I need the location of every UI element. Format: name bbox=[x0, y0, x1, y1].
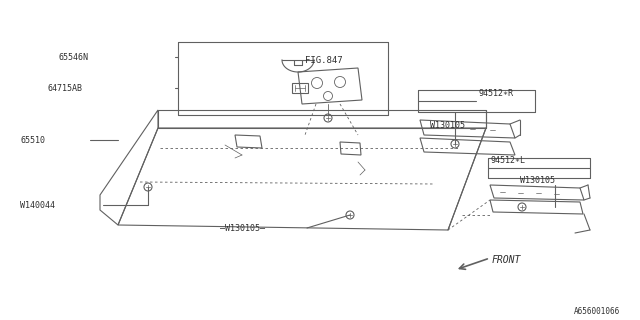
Text: 64715AB: 64715AB bbox=[47, 84, 82, 92]
Text: —W130105—: —W130105— bbox=[220, 223, 265, 233]
Text: 94512∗R: 94512∗R bbox=[478, 89, 513, 98]
Text: A656001066: A656001066 bbox=[573, 308, 620, 316]
Text: FIG.847: FIG.847 bbox=[305, 55, 342, 65]
Text: W140044: W140044 bbox=[20, 201, 55, 210]
Text: W130105: W130105 bbox=[520, 175, 555, 185]
Text: 65546N: 65546N bbox=[58, 52, 88, 61]
Text: 65510: 65510 bbox=[20, 135, 45, 145]
Text: 94512∗L: 94512∗L bbox=[490, 156, 525, 164]
Text: W130105: W130105 bbox=[430, 121, 465, 130]
Text: FRONT: FRONT bbox=[492, 255, 522, 265]
